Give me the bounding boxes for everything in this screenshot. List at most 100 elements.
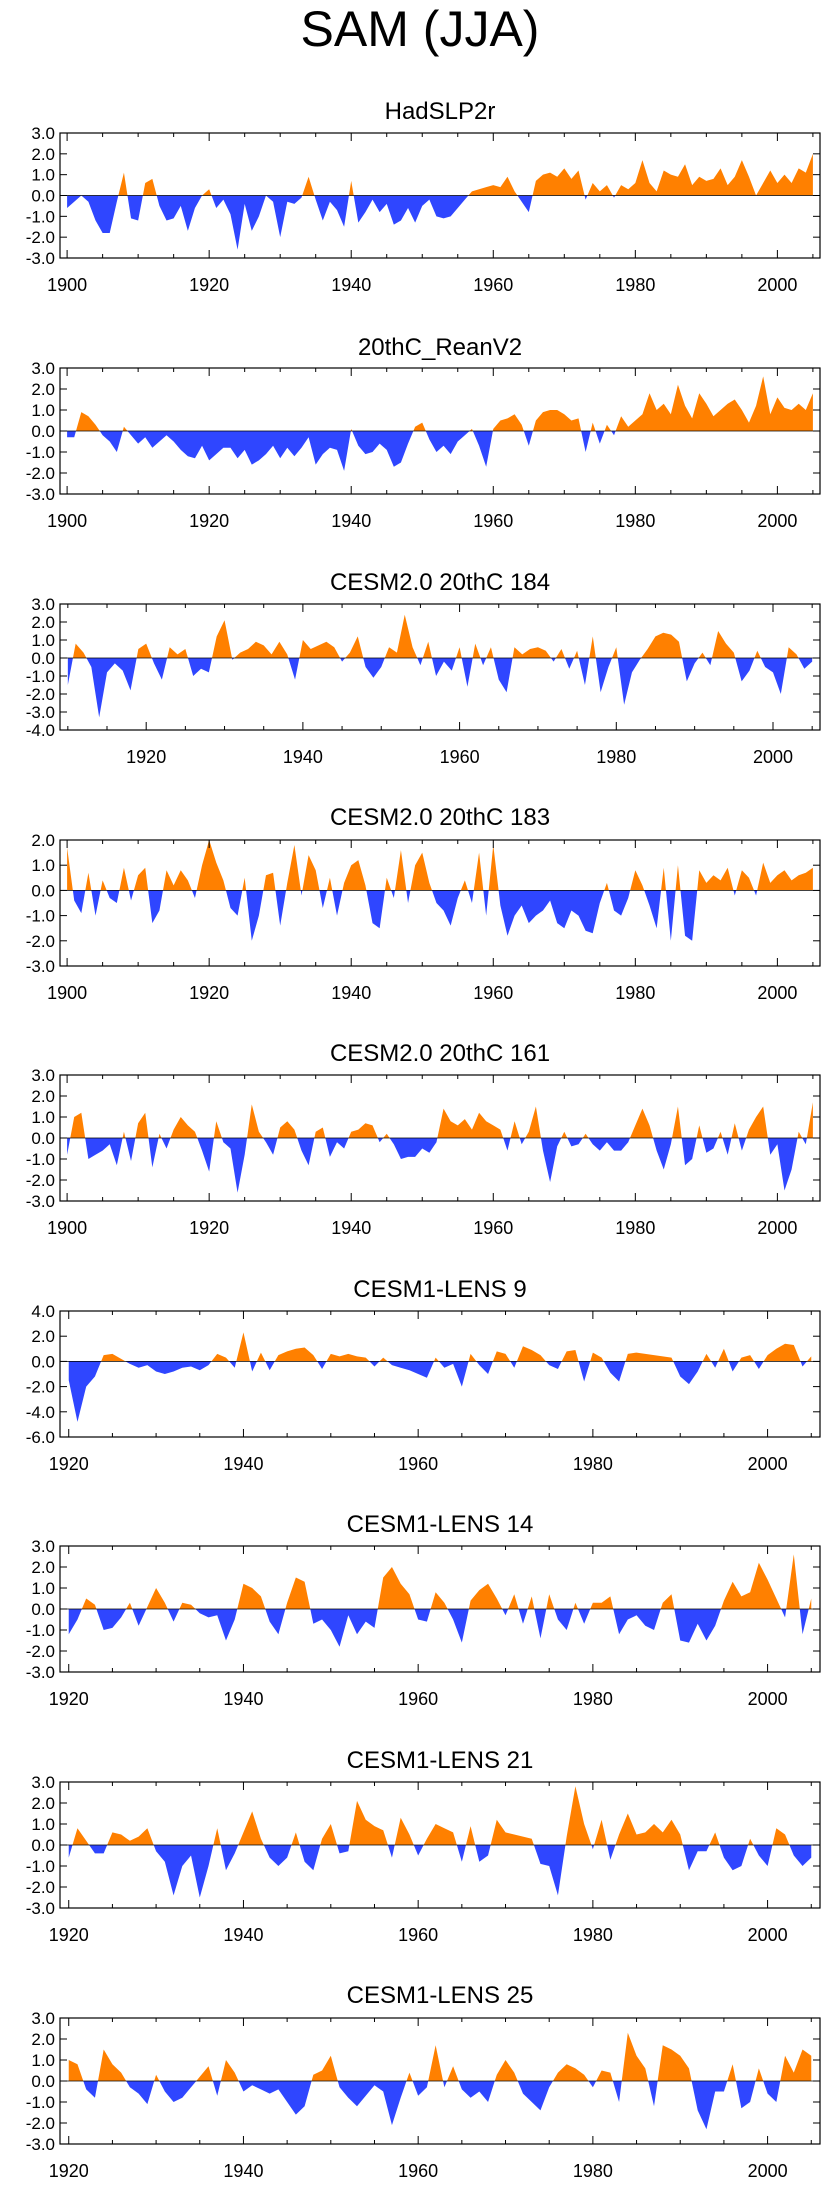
x-tick-label: 1920 [49,1925,89,1945]
y-tick-label: 2.0 [31,145,55,164]
y-tick-label: 3.0 [31,1537,55,1556]
y-tick-label: 2.0 [31,1087,55,1106]
y-tick-label: 1.0 [31,166,55,185]
y-tick-label: -3.0 [26,1899,55,1918]
negative-anomaly-area [67,658,813,718]
y-tick-label: 0.0 [31,1600,55,1619]
x-tick-label: 1920 [189,1218,229,1238]
y-tick-label: 1.0 [31,631,55,650]
x-tick-label: 1980 [573,1925,613,1945]
panel-title: CESM1-LENS 21 [347,1747,534,1774]
y-tick-label: -3.0 [26,1663,55,1682]
negative-anomaly-area [67,195,616,250]
y-tick-label: 2.0 [31,1327,55,1346]
x-tick-label: 1980 [573,1454,613,1474]
x-tick-label: 1960 [398,2161,438,2181]
x-tick-label: 1960 [398,1925,438,1945]
panel-9: CESM1-LENS 25 3.0 2.0 1.0 0.0 -1.0 -2.0 -3.0 192… [26,1982,821,2181]
y-tick-label: 1.0 [31,1108,55,1127]
y-tick-label: 3.0 [31,359,55,378]
plot-frame [59,1310,821,1438]
y-tick-label: 2.0 [31,1794,55,1813]
y-tick-label: -1.0 [26,1621,55,1640]
y-tick-label: -1.0 [26,907,55,926]
y-tick-label: 4.0 [31,1302,55,1321]
positive-anomaly-area [67,840,813,891]
positive-anomaly-area [70,1102,813,1138]
panel-8: CESM1-LENS 21 3.0 2.0 1.0 0.0 -1.0 -2.0 -3.0 192… [26,1747,821,1945]
panel-title: HadSLP2r [385,98,496,125]
x-tick-label: 2000 [757,511,797,531]
y-tick-label: -3.0 [26,2135,55,2154]
negative-anomaly-area [68,1361,807,1422]
panel-title: CESM2.0 20thC 183 [330,804,550,831]
y-tick-label: 3.0 [31,1773,55,1792]
y-tick-label: 3.0 [31,595,55,614]
x-tick-label: 1900 [47,1218,87,1238]
negative-anomaly-area [72,890,758,941]
y-tick-label: 1.0 [31,856,55,875]
x-tick-label: 1960 [398,1689,438,1709]
y-tick-label: -1.0 [26,667,55,686]
negative-anomaly-area [67,431,616,471]
y-tick-label: -3.0 [26,1192,55,1211]
x-tick-label: 1960 [473,983,513,1003]
panel-5: CESM2.0 20thC 161 3.0 2.0 1.0 0.0 -1.0 -2.0 -3.… [26,1040,821,1238]
x-tick-label: 1980 [615,983,655,1003]
x-tick-label: 1900 [47,983,87,1003]
x-tick-label: 2000 [757,1218,797,1238]
x-tick-label: 1920 [49,2161,89,2181]
panel-6: CESM1-LENS 9 4.0 2.0 0.0 -2.0 -4.0 -6.0 1920 194… [26,1276,821,1474]
x-tick-label: 1900 [47,275,87,295]
x-tick-label: 1960 [473,1218,513,1238]
y-tick-label: -1.0 [26,1857,55,1876]
x-tick-label: 1940 [223,1925,263,1945]
y-tick-label: -2.0 [26,2114,55,2133]
x-tick-label: 1980 [615,1218,655,1238]
positive-anomaly-area [118,153,813,196]
y-tick-label: -4.0 [26,721,55,740]
y-tick-label: 3.0 [31,124,55,143]
negative-anomaly-area [83,2081,781,2130]
x-tick-label: 1940 [283,747,323,767]
y-tick-label: -6.0 [26,1428,55,1447]
panel-1: HadSLP2r 3.0 2.0 1.0 0.0-1.0 -2.0 -3.0 1900 1920… [26,98,821,295]
y-tick-label: 0.0 [31,2072,55,2091]
y-tick-label: 2.0 [31,613,55,632]
x-tick-label: 1960 [398,1454,438,1474]
x-tick-label: 1960 [473,275,513,295]
x-tick-label: 1900 [47,511,87,531]
y-tick-label: 3.0 [31,2009,55,2028]
panel-title: CESM1-LENS 9 [353,1276,526,1303]
y-tick-label: 0.0 [31,649,55,668]
positive-anomaly-area [72,1786,790,1845]
panel-title: CESM1-LENS 14 [347,1511,534,1538]
x-tick-label: 1980 [573,1689,613,1709]
x-tick-label: 1940 [331,275,371,295]
negative-anomaly-area [68,1845,812,1898]
x-tick-label: 1940 [223,2161,263,2181]
x-tick-label: 2000 [757,275,797,295]
figure-title: SAM (JJA) [301,1,540,57]
y-tick-label: 0.0 [31,1352,55,1371]
y-tick-label: 2.0 [31,380,55,399]
x-tick-label: 1920 [126,747,166,767]
y-tick-label: -2.0 [26,932,55,951]
y-tick-label: -1.0 [26,2093,55,2112]
plot-frame [59,603,821,731]
x-tick-label: 1920 [189,275,229,295]
y-tick-label: -3.0 [26,485,55,504]
panel-title: CESM2.0 20thC 184 [330,569,550,596]
x-tick-label: 2000 [753,747,793,767]
y-tick-label: 2.0 [31,831,55,850]
y-tick-label: -2.0 [26,228,55,247]
y-tick-label: -2.0 [26,685,55,704]
x-tick-label: 1940 [331,511,371,531]
panel-title: CESM1-LENS 25 [347,1982,534,2009]
y-tick-label: -1.0 [26,1150,55,1169]
y-tick-label: -1.0 [26,207,55,226]
y-tick-label: -2.0 [26,1642,55,1661]
x-tick-label: 1940 [331,1218,371,1238]
positive-anomaly-area [75,376,813,431]
